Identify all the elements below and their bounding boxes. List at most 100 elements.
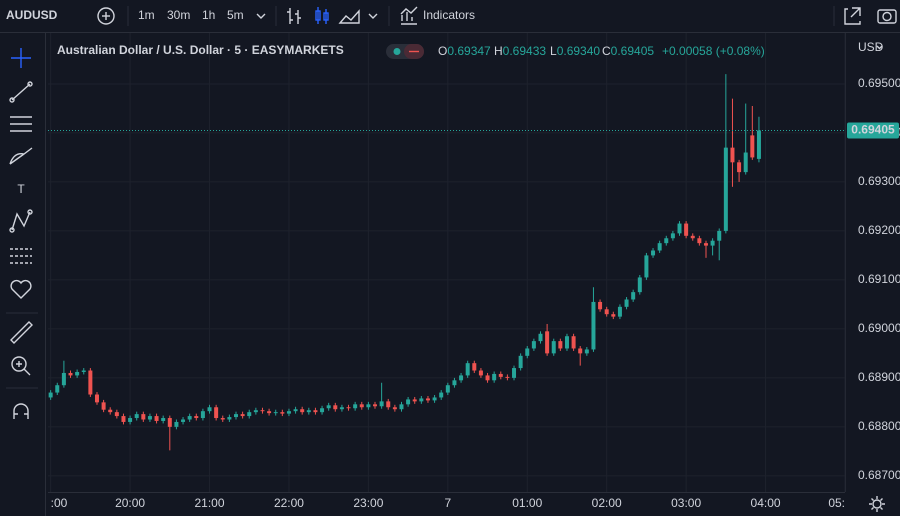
candle-body	[313, 410, 318, 413]
candle-body	[690, 235, 695, 239]
style-dropdown[interactable]	[368, 13, 378, 19]
last-price-label: 0.69405	[851, 123, 895, 137]
candle-body	[68, 372, 73, 376]
candle-body	[253, 410, 258, 413]
interval-30m[interactable]: 30m	[167, 8, 190, 22]
time-label: 21:00	[195, 496, 225, 510]
candle-body	[306, 410, 311, 413]
price-label: 0.68700	[858, 468, 900, 482]
candle-style-button[interactable]	[315, 7, 329, 24]
area-style-button[interactable]	[338, 9, 360, 24]
price-label: 0.69300	[858, 174, 900, 188]
change-value: +0.00058 (+0.08%)	[662, 44, 765, 58]
text-tool[interactable]: T	[17, 182, 25, 196]
candle-body	[637, 277, 642, 293]
pattern-tool[interactable]	[9, 209, 33, 233]
crosshair-tool[interactable]	[11, 48, 31, 68]
candle-body	[677, 223, 682, 234]
candle-body	[631, 292, 636, 300]
candle-body	[200, 411, 205, 419]
top-bar	[0, 0, 900, 32]
candle-body	[710, 240, 715, 246]
add-symbol-button[interactable]	[97, 7, 115, 25]
candle-body	[181, 419, 186, 422]
interval-1m[interactable]: 1m	[138, 8, 155, 22]
currency-dropdown[interactable]	[876, 45, 883, 50]
candle-body	[353, 404, 358, 409]
candle-body	[703, 243, 708, 246]
screenshot-button[interactable]	[877, 9, 897, 24]
candle-body	[121, 416, 126, 422]
trend-line-tool[interactable]	[9, 81, 33, 103]
candle-body	[472, 363, 477, 371]
candle-body	[617, 306, 622, 317]
share-button[interactable]	[844, 7, 861, 25]
left-toolbar	[0, 33, 44, 516]
candle-body	[670, 233, 675, 239]
interval-1h[interactable]: 1h	[202, 8, 215, 22]
bar-style-button[interactable]	[287, 8, 301, 24]
visibility-toggle[interactable]	[386, 44, 424, 59]
magnet-tool[interactable]	[13, 403, 29, 419]
candle-body	[624, 299, 629, 307]
candle-body	[48, 392, 53, 398]
candle-body	[134, 414, 139, 419]
candle-body	[339, 407, 344, 410]
candle-body	[286, 411, 291, 414]
candle-body	[498, 373, 503, 377]
candle-body	[512, 368, 517, 378]
time-label: 03:00	[671, 496, 701, 510]
candle-body	[154, 416, 159, 421]
zoom-tool[interactable]	[11, 356, 31, 376]
candle-body	[419, 398, 424, 402]
high-label: H	[494, 44, 503, 58]
interval-5m[interactable]: 5m	[227, 8, 244, 22]
candle-body	[717, 230, 722, 241]
candle-body	[657, 243, 662, 251]
measure-tool[interactable]	[10, 321, 33, 344]
candle-body	[220, 418, 225, 420]
candle-body	[439, 392, 444, 398]
interval-dropdown[interactable]	[256, 13, 266, 19]
candle-body	[174, 421, 179, 427]
candle-body	[598, 301, 603, 310]
candle-body	[333, 405, 338, 410]
currency-selector[interactable]: USD	[858, 40, 884, 54]
candle-body	[571, 336, 576, 349]
candle-body	[545, 331, 550, 354]
time-label: 01:00	[512, 496, 542, 510]
indicators-label[interactable]: Indicators	[423, 8, 475, 22]
candle-body	[247, 412, 252, 417]
candle-body	[564, 336, 569, 349]
open-value: 0.69347	[447, 44, 491, 58]
candle-body	[346, 407, 351, 409]
fib-tool[interactable]	[10, 116, 32, 132]
candle-body	[558, 341, 563, 349]
candle-body	[88, 370, 93, 395]
candle-body	[75, 371, 80, 376]
prediction-tool[interactable]	[10, 248, 32, 264]
close-value: 0.69405	[611, 44, 655, 58]
candle-body	[101, 402, 106, 410]
candle-body	[359, 404, 364, 408]
symbol[interactable]: AUDUSD	[6, 8, 58, 22]
time-label: 02:00	[592, 496, 622, 510]
brush-tool[interactable]	[9, 147, 33, 165]
time-label: 7	[444, 496, 451, 510]
price-label: 0.69200	[858, 223, 900, 237]
price-label: 0.68900	[858, 370, 900, 384]
candle-body	[273, 412, 278, 414]
candle-body	[81, 370, 86, 372]
close-label: C	[602, 44, 611, 58]
candle-body	[697, 238, 702, 244]
candle-body	[531, 341, 536, 349]
settings-button[interactable]	[869, 496, 885, 512]
candle-body	[167, 418, 172, 427]
favorites-tool[interactable]	[10, 279, 32, 299]
indicators-button[interactable]	[400, 6, 418, 25]
candle-body	[379, 401, 384, 407]
time-label: 22:00	[274, 496, 304, 510]
candle-body	[240, 414, 245, 417]
